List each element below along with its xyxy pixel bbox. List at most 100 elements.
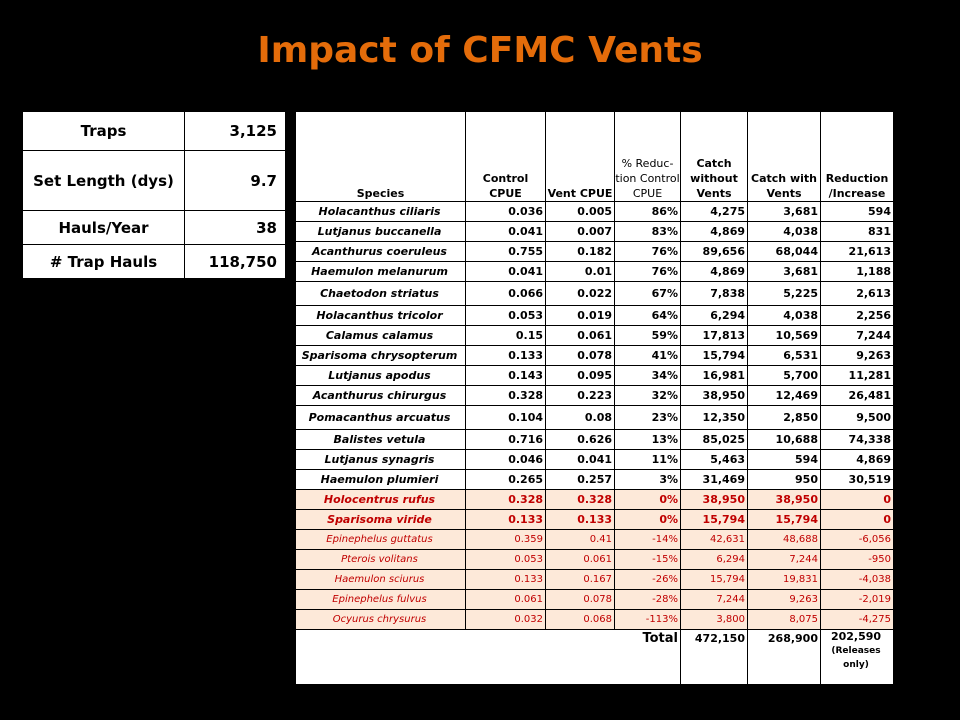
summary-label: # Trap Hauls (22, 244, 185, 279)
catch-with-cell: 3,681 (747, 201, 821, 222)
catch-without-cell: 15,794 (680, 345, 748, 366)
header-control-cpue: Control CPUE (465, 111, 546, 202)
total-catch-without: 472,150 (680, 629, 748, 685)
catch-without-cell: 4,869 (680, 261, 748, 282)
header-species: Species (295, 111, 466, 202)
pct-reduction-cell: -14% (614, 529, 681, 550)
table-row: Sparisoma viride 0.133 0.133 0% 15,794 15,794… (295, 509, 894, 530)
reduction-cell: 594 (820, 201, 894, 222)
vent-cpue-cell: 0.257 (545, 469, 615, 490)
table-row: Lutjanus buccanella 0.041 0.007 83% 4,869 4,0… (295, 221, 894, 242)
reduction-cell: 9,500 (820, 405, 894, 430)
catch-without-cell: 89,656 (680, 241, 748, 262)
reduction-cell: 9,263 (820, 345, 894, 366)
reduction-cell: 831 (820, 221, 894, 242)
control-cpue-cell: 0.041 (465, 221, 546, 242)
summary-row: Set Length (dys) 9.7 (22, 150, 286, 211)
catch-without-cell: 15,794 (680, 509, 748, 530)
catch-with-cell: 19,831 (747, 569, 821, 590)
catch-with-cell: 10,569 (747, 325, 821, 346)
vent-cpue-cell: 0.061 (545, 549, 615, 570)
vent-cpue-cell: 0.08 (545, 405, 615, 430)
reduction-cell: 0 (820, 509, 894, 530)
vent-impact-table: Species Control CPUE Vent CPUE % Reduc-t… (295, 111, 894, 685)
table-row: Holacanthus tricolor 0.053 0.019 64% 6,294 4,… (295, 305, 894, 326)
catch-without-cell: 12,350 (680, 405, 748, 430)
pct-reduction-cell: 11% (614, 449, 681, 470)
vent-cpue-cell: 0.078 (545, 589, 615, 610)
catch-with-cell: 48,688 (747, 529, 821, 550)
reduction-cell: 4,869 (820, 449, 894, 470)
catch-with-cell: 594 (747, 449, 821, 470)
species-cell: Holacanthus tricolor (295, 305, 466, 326)
reduction-cell: 30,519 (820, 469, 894, 490)
species-cell: Epinephelus guttatus (295, 529, 466, 550)
catch-without-cell: 6,294 (680, 549, 748, 570)
catch-without-cell: 42,631 (680, 529, 748, 550)
table-row: Holacanthus ciliaris 0.036 0.005 86% 4,275 3,… (295, 201, 894, 222)
catch-without-cell: 4,275 (680, 201, 748, 222)
species-cell: Lutjanus synagris (295, 449, 466, 470)
pct-reduction-cell: 59% (614, 325, 681, 346)
reduction-cell: -2,019 (820, 589, 894, 610)
summary-label: Set Length (dys) (22, 150, 185, 211)
species-cell: Holocentrus rufus (295, 489, 466, 510)
pct-reduction-cell: 32% (614, 385, 681, 406)
control-cpue-cell: 0.053 (465, 549, 546, 570)
catch-without-cell: 15,794 (680, 569, 748, 590)
control-cpue-cell: 0.716 (465, 429, 546, 450)
species-cell: Lutjanus buccanella (295, 221, 466, 242)
vent-cpue-cell: 0.328 (545, 489, 615, 510)
catch-with-cell: 4,038 (747, 305, 821, 326)
pct-reduction-cell: 13% (614, 429, 681, 450)
reduction-cell: 2,613 (820, 281, 894, 306)
summary-label: Hauls/Year (22, 210, 185, 245)
pct-reduction-cell: -26% (614, 569, 681, 590)
catch-with-cell: 2,850 (747, 405, 821, 430)
table-row: Ocyurus chrysurus 0.032 0.068 -113% 3,800 8,0… (295, 609, 894, 630)
catch-with-cell: 15,794 (747, 509, 821, 530)
summary-row: # Trap Hauls 118,750 (22, 244, 286, 279)
table-row: Lutjanus synagris 0.046 0.041 11% 5,463 594 4,… (295, 449, 894, 470)
species-cell: Chaetodon striatus (295, 281, 466, 306)
control-cpue-cell: 0.041 (465, 261, 546, 282)
catch-without-cell: 6,294 (680, 305, 748, 326)
catch-with-cell: 6,531 (747, 345, 821, 366)
table-row: Acanthurus chirurgus 0.328 0.223 32% 38,950 1… (295, 385, 894, 406)
vent-cpue-cell: 0.022 (545, 281, 615, 306)
pct-reduction-cell: 67% (614, 281, 681, 306)
header-catch-with: Catch with Vents (747, 111, 821, 202)
catch-without-cell: 31,469 (680, 469, 748, 490)
reduction-cell: 74,338 (820, 429, 894, 450)
total-row: Total 472,150 268,900 202,590 (Releases only… (295, 629, 894, 685)
page-title: Impact of CFMC Vents (257, 30, 703, 71)
total-label: Total (295, 629, 681, 685)
control-cpue-cell: 0.133 (465, 569, 546, 590)
summary-value: 3,125 (184, 111, 286, 151)
vent-cpue-cell: 0.078 (545, 345, 615, 366)
total-note: (Releases only) (831, 646, 881, 670)
table-row: Calamus calamus 0.15 0.061 59% 17,813 10,569 7… (295, 325, 894, 346)
control-cpue-cell: 0.133 (465, 345, 546, 366)
vent-cpue-cell: 0.182 (545, 241, 615, 262)
catch-without-cell: 7,838 (680, 281, 748, 306)
reduction-cell: -950 (820, 549, 894, 570)
summary-table: Traps 3,125 Set Length (dys) 9.7 Hauls/Y… (22, 111, 286, 279)
reduction-cell: 0 (820, 489, 894, 510)
control-cpue-cell: 0.046 (465, 449, 546, 470)
control-cpue-cell: 0.053 (465, 305, 546, 326)
vent-cpue-cell: 0.223 (545, 385, 615, 406)
vent-cpue-cell: 0.005 (545, 201, 615, 222)
catch-without-cell: 4,869 (680, 221, 748, 242)
control-cpue-cell: 0.066 (465, 281, 546, 306)
vent-cpue-cell: 0.041 (545, 449, 615, 470)
control-cpue-cell: 0.104 (465, 405, 546, 430)
catch-without-cell: 7,244 (680, 589, 748, 610)
control-cpue-cell: 0.328 (465, 489, 546, 510)
summary-row: Hauls/Year 38 (22, 210, 286, 245)
catch-without-cell: 38,950 (680, 489, 748, 510)
catch-with-cell: 68,044 (747, 241, 821, 262)
table-row: Epinephelus guttatus 0.359 0.41 -14% 42,631 4… (295, 529, 894, 550)
summary-value: 118,750 (184, 244, 286, 279)
pct-reduction-cell: 0% (614, 489, 681, 510)
